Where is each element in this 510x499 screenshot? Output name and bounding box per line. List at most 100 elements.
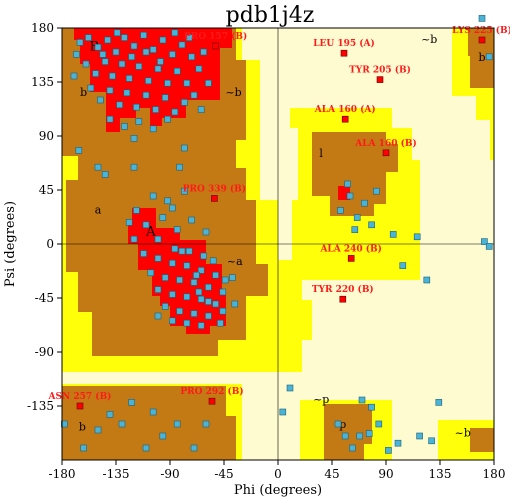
residue-point — [219, 288, 227, 296]
residue-point — [171, 245, 179, 253]
y-tick-label: 0 — [46, 237, 54, 251]
residue-point — [181, 99, 188, 106]
residue-point — [85, 34, 92, 41]
y-tick-label: 180 — [31, 21, 54, 35]
residue-point — [101, 58, 109, 65]
x-tick-label: 90 — [378, 467, 393, 481]
residue-point — [188, 53, 195, 61]
residue-point — [197, 322, 205, 329]
residue-point — [140, 31, 147, 39]
residue-point — [169, 51, 176, 58]
region-shape — [324, 404, 372, 460]
outlier-point — [382, 149, 390, 157]
residue-point — [130, 235, 138, 243]
region-label: A — [145, 225, 156, 240]
outlier-point — [339, 295, 347, 303]
residue-point — [181, 144, 188, 152]
residue-point — [173, 67, 181, 75]
residue-point — [205, 298, 212, 305]
residue-point — [106, 115, 114, 123]
region-label: b — [79, 421, 86, 434]
residue-point — [188, 216, 195, 224]
residue-point — [106, 87, 114, 94]
residue-point — [147, 269, 155, 277]
residue-point — [133, 103, 140, 111]
y-tick-label: -135 — [27, 399, 54, 413]
residue-point — [190, 91, 198, 99]
residue-point — [133, 207, 140, 214]
outlier-label: ALA 240 (B) — [319, 243, 381, 254]
residue-point — [97, 96, 104, 104]
region-shape — [470, 428, 494, 452]
residue-point — [279, 408, 287, 416]
residue-point — [145, 77, 152, 85]
residue-point — [154, 255, 162, 262]
outlier-label: ALA 160 (A) — [314, 104, 376, 115]
residue-point — [193, 271, 200, 279]
x-axis-ticks: -180 -135 -90 -45 0 45 90 135 180 — [49, 460, 506, 481]
residue-point — [200, 48, 207, 56]
x-tick-label: 180 — [483, 467, 506, 481]
residue-point — [169, 291, 176, 298]
residue-point — [161, 303, 169, 310]
region-shape — [62, 386, 236, 460]
residue-point — [128, 399, 135, 406]
outlier-point — [208, 397, 216, 405]
residue-point — [416, 432, 423, 440]
residue-point — [349, 444, 356, 452]
residue-point — [142, 48, 150, 56]
residue-point — [157, 58, 164, 65]
residue-point — [423, 276, 431, 284]
residue-point — [73, 51, 80, 58]
residue-point — [197, 106, 205, 113]
residue-point — [154, 286, 162, 293]
chart-title: pdb1j4z — [226, 3, 315, 28]
y-tick-label: -45 — [35, 291, 54, 305]
residue-point — [183, 262, 191, 269]
residue-point — [159, 432, 167, 440]
residue-point — [413, 233, 421, 241]
residue-point — [183, 293, 191, 301]
residue-point — [197, 295, 205, 303]
outlier-point — [347, 255, 355, 262]
residue-point — [176, 307, 183, 315]
outlier-point — [341, 115, 349, 123]
residue-point — [173, 420, 181, 428]
residue-point — [169, 204, 176, 212]
outlier-label: TYR 205 (B) — [349, 65, 411, 76]
residue-point — [394, 439, 402, 447]
residue-point — [286, 384, 294, 392]
residue-point — [171, 29, 179, 37]
residue-point — [373, 187, 380, 195]
residue-point — [183, 79, 191, 87]
residue-point — [130, 135, 138, 142]
region-label: ~b — [421, 33, 437, 46]
residue-point — [92, 70, 99, 77]
residue-point — [80, 444, 87, 452]
residue-point — [130, 163, 138, 171]
region-label: ~b — [225, 86, 241, 99]
residue-point — [104, 36, 111, 44]
residue-point — [125, 75, 133, 82]
x-axis-label: Phi (degrees) — [234, 483, 322, 498]
y-tick-label: 135 — [31, 75, 54, 89]
residue-point — [389, 231, 397, 238]
residue-point — [205, 312, 212, 320]
residue-point — [209, 257, 217, 265]
residue-point — [101, 171, 109, 178]
outlier-label: LYS 225 (B) — [452, 25, 510, 36]
residue-point — [485, 243, 493, 250]
outlier-point — [76, 402, 84, 410]
region-shape — [490, 96, 494, 160]
region-label: B — [90, 40, 100, 55]
residue-point — [142, 221, 150, 229]
residue-point — [106, 411, 114, 418]
residue-point — [135, 63, 143, 70]
outlier-point — [376, 76, 384, 83]
residue-point — [202, 228, 210, 236]
residue-point — [185, 34, 193, 41]
residue-point — [341, 432, 349, 440]
residue-point — [205, 283, 212, 291]
residue-point — [169, 317, 176, 325]
residue-point — [212, 300, 219, 308]
